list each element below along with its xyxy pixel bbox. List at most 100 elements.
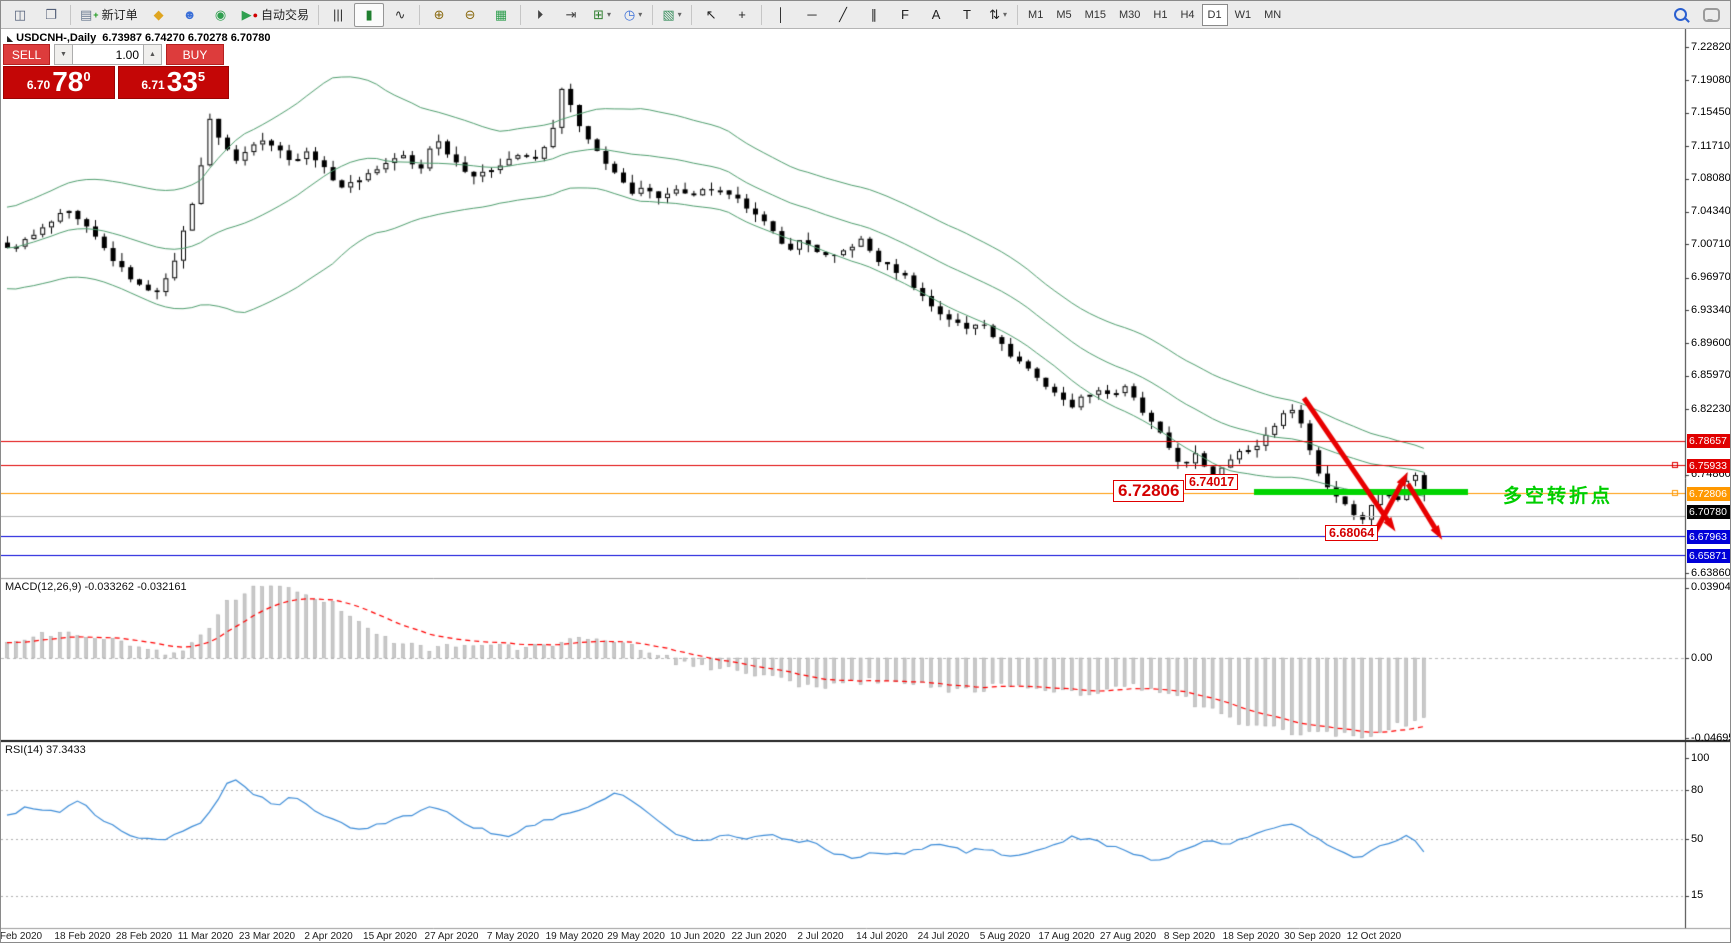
candlestick-icon[interactable]: ▮ xyxy=(354,2,385,27)
timeframe-m15-button[interactable]: M15 xyxy=(1084,8,1106,21)
autoscroll-icon[interactable]: ⏵ xyxy=(525,3,555,27)
autotrade-button[interactable]: ▶ ● 自动交易 xyxy=(241,7,310,22)
timeframe-mn-button[interactable]: MN xyxy=(1264,8,1282,21)
new-order-button[interactable]: ▤ + 新订单 xyxy=(80,7,138,22)
buy-price-box[interactable]: 6.71 33 5 xyxy=(117,66,229,99)
buy-price-prefix: 6.71 xyxy=(141,78,165,92)
chat-icon xyxy=(1702,7,1720,22)
date-label: 22 Jun 2020 xyxy=(731,931,787,942)
search-icon[interactable] xyxy=(1665,3,1695,27)
label-button[interactable]: T xyxy=(952,3,982,27)
search-icon xyxy=(1673,8,1687,21)
crosshair-button: + xyxy=(738,7,746,22)
date-label: 24 Jul 2020 xyxy=(917,931,970,942)
chart-shift-icon[interactable]: ⇥ xyxy=(556,3,586,27)
trendline-button: ╱ xyxy=(839,7,847,22)
chevron-down-icon: ▾ xyxy=(606,10,611,19)
toolbar-separator xyxy=(70,4,71,25)
buy-price-sup: 5 xyxy=(197,69,206,84)
sell-button[interactable]: SELL xyxy=(3,44,50,65)
price-annotation-672806[interactable]: 6.72806 xyxy=(1113,480,1185,502)
autoscroll-icon: ⏵ xyxy=(536,7,544,22)
cursor-button: ↖ xyxy=(705,7,717,22)
toolbar-separator xyxy=(318,4,320,25)
timeframe-m30-button[interactable]: M30 xyxy=(1119,8,1141,21)
chart-icon: ◣ xyxy=(7,34,14,43)
tile-windows-icon[interactable]: ▦ xyxy=(486,3,516,27)
timeframe-m5-button[interactable]: M5 xyxy=(1056,8,1072,21)
zoom-in-icon[interactable]: ⊕ xyxy=(424,3,454,27)
date-label: 2 Apr 2020 xyxy=(304,931,353,942)
volume-input[interactable] xyxy=(72,45,144,64)
fibonacci-button[interactable]: F xyxy=(890,3,920,27)
toolbar-separator xyxy=(419,4,421,25)
price-annotation-668064[interactable]: 6.68064 xyxy=(1325,525,1379,542)
volume-down-button[interactable]: ▼ xyxy=(55,45,72,64)
line-chart-icon[interactable]: ∿ xyxy=(385,3,415,27)
arrows-button[interactable]: ⇅ ▾ xyxy=(983,3,1013,27)
axis-tick-label: 7.08080 xyxy=(1691,172,1731,184)
periodicity-button: ◷ xyxy=(623,7,636,22)
zoom-out-icon[interactable]: ⊖ xyxy=(455,3,485,27)
price-level-label: 6.67963 xyxy=(1687,529,1730,544)
zoom-in-icon: ⊕ xyxy=(433,7,445,22)
community-icon[interactable]: ☻ xyxy=(175,3,205,27)
pivot-point-text[interactable]: 多空转折点 xyxy=(1503,486,1614,507)
arrows-button: ⇅ xyxy=(989,7,1000,22)
sell-price-prefix: 6.70 xyxy=(26,78,51,92)
signals-icon[interactable]: ◉ xyxy=(206,3,236,27)
date-label: 12 Oct 2020 xyxy=(1346,931,1402,942)
axis-tick-label: 7.19080 xyxy=(1691,73,1731,86)
axis-tick-label: 7.00710 xyxy=(1691,237,1731,250)
axis-tick-label: 6.82230 xyxy=(1691,402,1731,415)
timeframe-d1-button[interactable]: D1 xyxy=(1201,3,1228,26)
periodicity-button[interactable]: ◷ ▾ xyxy=(618,3,648,27)
chevron-down-icon: ▾ xyxy=(638,10,643,19)
candlestick-icon: ▮ xyxy=(365,7,373,22)
sell-price-box[interactable]: 6.70 78 0 xyxy=(3,66,115,99)
timeframe-m1-button[interactable]: M1 xyxy=(1028,8,1044,21)
indicators-button[interactable]: ▧ ▾ xyxy=(657,3,687,27)
macd-indicator-label: MACD(12,26,9) -0.033262 -0.032161 xyxy=(5,581,187,593)
horizontal-line-button: ─ xyxy=(807,7,817,22)
axis-tick-label: 0.00 xyxy=(1691,651,1713,664)
text-button[interactable]: A xyxy=(921,3,951,27)
timeframe-h1-button[interactable]: H1 xyxy=(1153,8,1168,21)
charts-window-icon: ◫ xyxy=(13,7,27,22)
trendline-button[interactable]: ╱ xyxy=(828,3,858,27)
toolbar-separator xyxy=(652,4,654,25)
crosshair-button[interactable]: + xyxy=(727,3,757,27)
axis-tick-label: 7.15450 xyxy=(1691,106,1731,119)
toolbar-separator xyxy=(1017,4,1019,25)
one-click-trading-panel: SELL ▼ ▲ BUY 6.70 78 0 6.71 33 5 xyxy=(3,44,229,99)
axis-tick-label: 80 xyxy=(1691,783,1704,796)
charts-window-icon[interactable]: ◫ xyxy=(5,3,35,27)
vertical-line-button[interactable]: │ xyxy=(766,3,796,27)
axis-tick-label: 50 xyxy=(1691,832,1704,845)
cursor-button[interactable]: ↖ xyxy=(696,3,726,27)
price-annotation-674017[interactable]: 6.74017 xyxy=(1185,474,1239,491)
buy-button[interactable]: BUY xyxy=(166,44,224,65)
channel-button[interactable]: ∥ xyxy=(859,3,889,27)
axis-tick-label: 6.89600 xyxy=(1691,336,1731,349)
timeframe-w1-button[interactable]: W1 xyxy=(1234,8,1252,21)
metaeditor-icon[interactable]: ◆ xyxy=(144,3,174,27)
chat-icon[interactable] xyxy=(1696,3,1726,27)
new-chart-button[interactable]: ⊞ ▾ xyxy=(587,3,617,27)
timeframe-h4-button[interactable]: H4 xyxy=(1180,8,1195,21)
date-label: 14 Jul 2020 xyxy=(856,931,908,942)
buy-price-big: 33 xyxy=(166,66,198,98)
chart-shift-icon: ⇥ xyxy=(565,7,577,22)
horizontal-line-button[interactable]: ─ xyxy=(797,3,827,27)
profiles-icon[interactable]: ❐ xyxy=(36,3,66,27)
autotrade-button: ▶ xyxy=(241,7,252,22)
axis-tick-label: 15 xyxy=(1691,889,1704,902)
axis-tick-label: 7.22820 xyxy=(1691,40,1731,53)
channel-button: ∥ xyxy=(870,7,878,22)
bar-chart-icon[interactable]: ||| xyxy=(323,3,353,27)
volume-up-button[interactable]: ▲ xyxy=(144,45,161,64)
axis-tick-label: 100 xyxy=(1691,751,1710,764)
date-label: 23 Mar 2020 xyxy=(238,931,296,942)
toolbar-separator xyxy=(520,4,522,25)
